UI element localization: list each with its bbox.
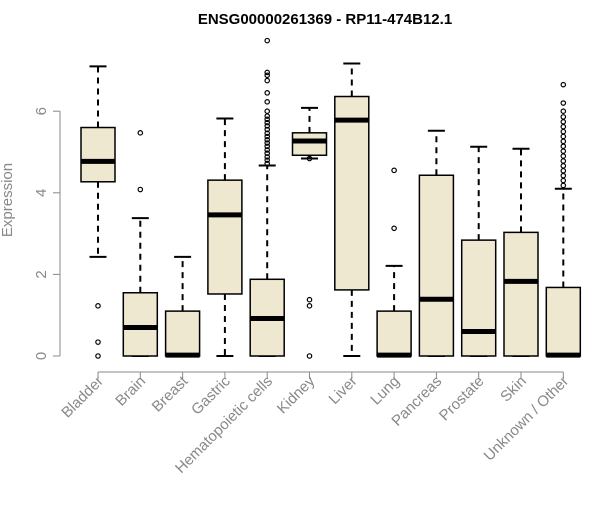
box-body: [80, 126, 116, 183]
box-breast: [164, 255, 201, 358]
y-tick-label: 0: [33, 352, 50, 360]
outlier-point: [306, 296, 313, 303]
box-body: [376, 310, 412, 357]
box-kidney: [291, 106, 328, 359]
outlier-point: [560, 177, 567, 184]
outlier-point: [264, 126, 271, 133]
x-tick-label: Prostate: [436, 373, 488, 425]
outlier-point: [306, 155, 313, 162]
box-pancreas: [418, 129, 455, 357]
outlier-point: [264, 37, 271, 44]
box-lung: [376, 167, 412, 358]
box-brain: [122, 130, 159, 357]
box-skin: [503, 147, 539, 357]
outlier-point: [306, 303, 313, 309]
box-body: [418, 174, 455, 357]
x-tick-label: Lung: [367, 373, 403, 409]
outlier-point: [95, 353, 101, 359]
outlier-point: [264, 99, 271, 105]
y-axis: 0 2 4 6: [33, 107, 61, 360]
outlier-point: [264, 160, 271, 167]
outlier-point: [95, 339, 101, 345]
outlier-point: [560, 119, 567, 125]
chart-title: ENSG00000261369 - RP11-474B12.1: [198, 11, 452, 28]
outlier-point: [560, 108, 567, 115]
x-tick-label: Liver: [326, 373, 361, 408]
x-tick-label: Skin: [497, 373, 530, 406]
x-tick-label: Breast: [149, 372, 192, 415]
box-series: [80, 37, 582, 359]
outlier-point: [264, 157, 271, 163]
x-tick-label: Brain: [112, 373, 149, 410]
outlier-point: [264, 116, 271, 123]
outlier-point: [560, 182, 567, 189]
outlier-point: [264, 69, 271, 76]
outlier-point: [560, 158, 567, 164]
y-tick-label: 6: [33, 107, 50, 115]
outlier-point: [264, 154, 271, 160]
outlier-point: [264, 147, 271, 153]
outlier-point: [560, 123, 567, 130]
box-gastric: [207, 117, 243, 357]
box-body: [334, 95, 370, 291]
outlier-point: [95, 303, 101, 309]
outlier-point: [560, 148, 567, 154]
outlier-point: [264, 123, 271, 129]
outlier-point: [560, 138, 567, 145]
box-body: [545, 286, 582, 357]
outlier-point: [560, 81, 567, 88]
box-body: [207, 179, 243, 295]
box-body: [460, 239, 497, 357]
x-tick-label: Kidney: [274, 372, 319, 417]
outlier-point: [264, 143, 271, 150]
outlier-point: [264, 77, 271, 84]
box-prostate: [460, 145, 497, 357]
box-body: [503, 231, 539, 357]
outlier-point: [560, 163, 567, 169]
box-body: [164, 310, 201, 357]
outlier-point: [137, 130, 144, 136]
box-hematopoietic-cells: [249, 37, 285, 357]
outlier-point: [391, 167, 397, 174]
outlier-point: [264, 130, 271, 137]
outlier-point: [560, 153, 567, 159]
y-axis-label: Expression: [0, 163, 16, 237]
outlier-point: [560, 133, 567, 140]
outlier-point: [264, 108, 271, 115]
outlier-point: [306, 353, 313, 359]
box-bladder: [80, 65, 116, 359]
outlier-point: [560, 100, 567, 106]
outlier-point: [560, 167, 567, 174]
outlier-point: [264, 119, 271, 126]
outlier-point: [264, 140, 271, 146]
box-liver: [334, 62, 370, 357]
box-body: [291, 132, 328, 157]
y-tick-label: 2: [33, 270, 50, 278]
x-tick-label: Bladder: [58, 373, 107, 422]
outlier-point: [264, 90, 271, 96]
y-tick-label: 4: [33, 189, 50, 197]
outlier-point: [391, 225, 397, 232]
outlier-point: [560, 128, 567, 135]
outlier-point: [560, 143, 567, 150]
outlier-point: [264, 133, 271, 140]
outlier-point: [264, 150, 271, 157]
outlier-point: [264, 72, 271, 79]
box-body: [122, 292, 159, 357]
outlier-point: [560, 172, 567, 179]
outlier-point: [137, 186, 144, 193]
outlier-point: [560, 114, 567, 120]
box-unknown-other: [545, 81, 582, 358]
outlier-point: [264, 136, 271, 143]
